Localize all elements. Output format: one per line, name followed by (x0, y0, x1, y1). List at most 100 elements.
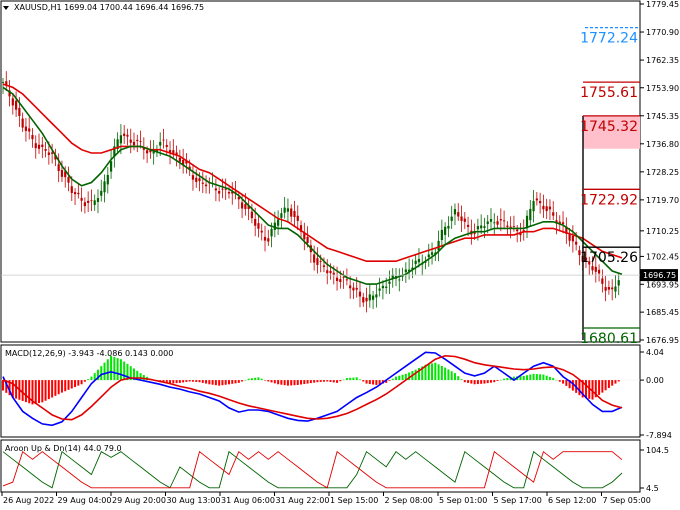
macd-histogram-bar (565, 380, 568, 386)
candle-body (280, 213, 283, 218)
candle-body (260, 230, 263, 233)
candle-body (165, 144, 168, 147)
candle-body (460, 216, 463, 221)
candle-body (218, 190, 221, 194)
candle-body (299, 225, 303, 232)
candle-body (319, 261, 322, 263)
candle-body (234, 191, 237, 193)
macd-histogram-bar (90, 376, 93, 381)
candle-body (552, 212, 555, 216)
candle-body (381, 285, 385, 289)
candle-body (411, 267, 414, 270)
macd-histogram-bar (345, 378, 348, 381)
macd-histogram-bar (273, 380, 276, 384)
macd-histogram-bar (38, 380, 41, 404)
macd-histogram-bar (44, 380, 47, 401)
candle-body (136, 139, 139, 141)
candle-body (539, 200, 542, 204)
level-label: 1755.61 (580, 85, 638, 101)
candle-body (129, 139, 132, 143)
macd-histogram-bar (421, 366, 424, 381)
macd-histogram-bar (60, 380, 63, 393)
macd-histogram-bar (51, 380, 54, 398)
price-axis-label: 1693.95 (646, 280, 679, 289)
candle-body (8, 90, 11, 97)
candle-body (15, 100, 18, 110)
macd-histogram-bar (499, 379, 502, 381)
candle-body (568, 233, 571, 241)
candle-body (126, 134, 129, 137)
macd-histogram-bar (493, 380, 496, 383)
time-axis-label: 6 Sep 12:00 (548, 496, 596, 505)
candle-body (404, 269, 407, 273)
candle-body (555, 220, 558, 224)
macd-histogram-bar (126, 363, 129, 381)
candle-body (24, 126, 28, 131)
macd-histogram-bar (254, 377, 257, 381)
macd-histogram-bar (607, 380, 610, 388)
candle-body (512, 226, 516, 227)
candle-body (139, 141, 142, 143)
macd-histogram-bar (57, 380, 60, 395)
macd-histogram-bar (306, 380, 309, 384)
macd-histogram-bar (142, 374, 145, 381)
aroon-title: Aroon Up & Dn(14) 44.0 79.0 (5, 444, 122, 453)
macd-histogram-bar (195, 380, 198, 382)
macd-histogram-bar (267, 380, 270, 382)
candle-body (326, 270, 329, 274)
candle-body (548, 206, 552, 210)
candle-body (57, 164, 60, 172)
price-axis-label: 1753.90 (646, 84, 679, 93)
macd-histogram-bar (110, 355, 113, 381)
candle-body (607, 287, 610, 290)
macd-histogram-bar (247, 378, 250, 381)
candle-body (578, 250, 581, 256)
candle-body (286, 208, 290, 212)
macd-histogram-bar (165, 380, 168, 384)
macd-histogram-bar (581, 380, 584, 398)
price-axis-label: 1745.35 (646, 112, 679, 121)
candle-body (21, 118, 24, 128)
candle-body (178, 157, 181, 162)
macd-histogram-bar (169, 380, 172, 384)
candle-body (313, 254, 316, 263)
price-axis-label: 1685.45 (646, 308, 679, 317)
candle-body (545, 206, 548, 212)
chart-menu-icon[interactable] (3, 6, 9, 10)
macd-histogram-bar (460, 379, 463, 381)
macd-histogram-bar (8, 380, 11, 396)
macd-histogram-bar (260, 378, 263, 381)
candle-body (519, 232, 522, 236)
macd-histogram-bar (378, 380, 381, 385)
macd-histogram-bar (96, 369, 99, 381)
macd-histogram-bar (205, 380, 208, 384)
macd-histogram-bar (322, 380, 325, 382)
candle-body (155, 149, 159, 152)
candle-body (352, 287, 355, 291)
candle-body (237, 196, 240, 200)
macd-histogram-bar (545, 375, 548, 381)
macd-histogram-bar (277, 380, 280, 385)
candle-body (90, 200, 93, 202)
macd-histogram-bar (218, 380, 221, 386)
macd-histogram-bar (100, 366, 103, 381)
macd-histogram-bar (486, 380, 489, 384)
macd-histogram-bar (532, 373, 535, 381)
candle-body (358, 291, 362, 297)
macd-histogram-bar (408, 372, 411, 381)
time-axis-label: 29 Aug 20:00 (112, 496, 166, 505)
candle-body (466, 224, 470, 227)
candle-body (532, 201, 535, 212)
macd-histogram-bar (123, 361, 126, 381)
time-axis-label: 30 Aug 13:00 (167, 496, 221, 505)
candle-body (273, 222, 276, 230)
price-axis-label: 1762.35 (646, 56, 679, 65)
time-axis-label: 31 Aug 06:00 (221, 496, 275, 505)
macd-histogram-bar (526, 375, 529, 381)
candle-body (47, 152, 50, 155)
macd-histogram-bar (453, 373, 456, 381)
moving-average-fast (2, 86, 623, 285)
candle-body (231, 191, 234, 194)
macd-histogram-bar (450, 371, 453, 381)
candle-body (365, 297, 368, 302)
